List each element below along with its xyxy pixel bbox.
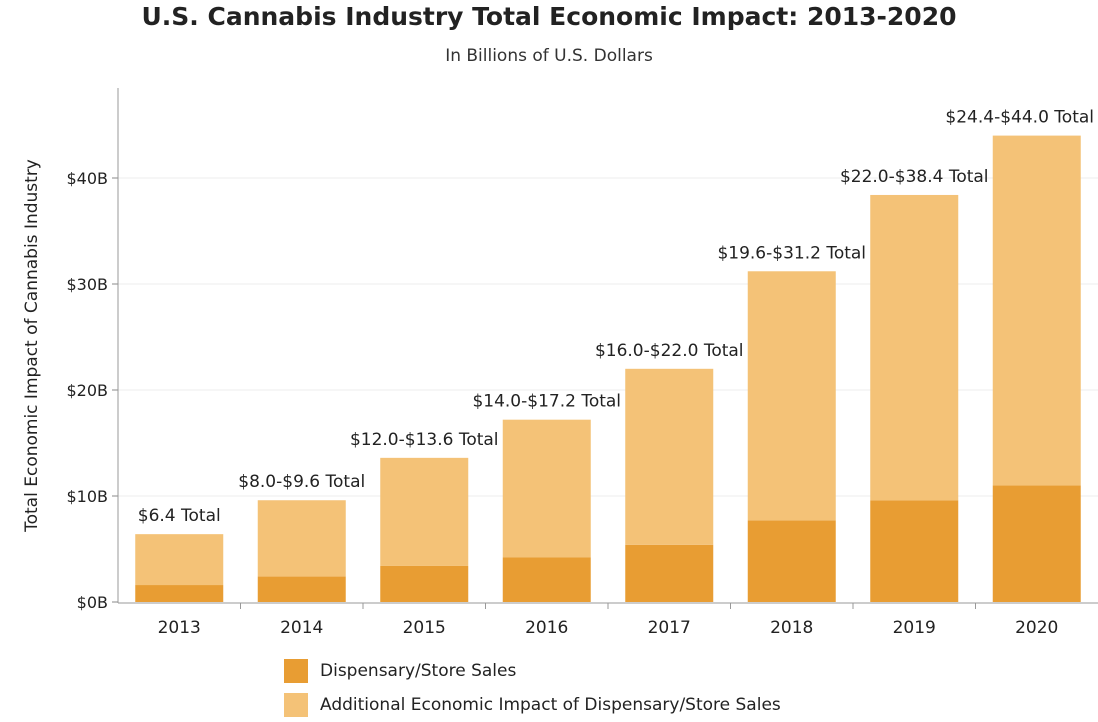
bar-additional-impact	[747, 271, 836, 521]
bar-dispensary-sales	[380, 565, 469, 602]
y-axis-title: Total Economic Impact of Cannabis Indust…	[22, 159, 42, 533]
legend-swatch-additional-impact	[284, 693, 308, 717]
bar-additional-impact	[380, 457, 469, 566]
x-tick-label: 2014	[280, 618, 323, 638]
bar-total-label: $24.4-$44.0 Total	[945, 108, 1094, 128]
bar-additional-impact	[502, 419, 591, 558]
chart-title: U.S. Cannabis Industry Total Economic Im…	[141, 2, 957, 31]
x-tick-label: 2017	[648, 618, 691, 638]
x-tick-label: 2018	[770, 618, 813, 638]
x-tick-label: 2019	[893, 618, 936, 638]
bar-total-label: $22.0-$38.4 Total	[840, 167, 989, 187]
bar-chart: $0B $10B $20B $30B $40B Total Economic Impact…	[22, 88, 1098, 638]
bar-additional-impact	[870, 194, 959, 501]
bar-additional-impact	[625, 368, 714, 545]
bar-dispensary-sales	[502, 557, 591, 602]
bar-total-label: $19.6-$31.2 Total	[717, 243, 866, 263]
y-tick-label: $20B	[66, 381, 108, 400]
bar-dispensary-sales	[992, 485, 1081, 602]
y-tick-label: $10B	[66, 487, 108, 506]
bar-total-label: $16.0-$22.0 Total	[595, 341, 744, 361]
data-labels: $6.4 Total $8.0-$9.6 Total $12.0-$13.6 Tot…	[138, 108, 1094, 527]
y-tick-label: $30B	[66, 275, 108, 294]
bar-additional-impact	[257, 500, 346, 577]
legend: Dispensary/Store Sales Additional Econom…	[284, 654, 781, 722]
bar-total-label: $14.0-$17.2 Total	[472, 392, 621, 412]
legend-item-additional-impact: Additional Economic Impact of Dispensary…	[284, 688, 781, 722]
bar-additional-impact	[992, 135, 1081, 486]
bar-dispensary-sales	[870, 500, 959, 602]
x-tick-label: 2020	[1015, 618, 1058, 638]
bar-additional-impact	[135, 534, 224, 586]
axes: $0B $10B $20B $30B $40B Total Economic Impact…	[22, 88, 1098, 638]
legend-label-dispensary-sales: Dispensary/Store Sales	[320, 661, 517, 681]
x-tick-label: 2016	[525, 618, 568, 638]
bar-dispensary-sales	[257, 576, 346, 602]
bar-total-label: $8.0-$9.6 Total	[238, 472, 365, 492]
bar-total-label: $12.0-$13.6 Total	[350, 430, 499, 450]
chart-subtitle: In Billions of U.S. Dollars	[445, 46, 653, 66]
bar-dispensary-sales	[747, 520, 836, 602]
legend-swatch-dispensary-sales	[284, 659, 308, 683]
y-tick-label: $0B	[77, 593, 108, 612]
x-tick-label: 2015	[403, 618, 446, 638]
bars	[135, 135, 1081, 602]
x-tick-label: 2013	[158, 618, 201, 638]
y-tick-label: $40B	[66, 169, 108, 188]
legend-label-additional-impact: Additional Economic Impact of Dispensary…	[320, 695, 781, 715]
legend-item-dispensary-sales: Dispensary/Store Sales	[284, 654, 781, 688]
bar-dispensary-sales	[135, 585, 224, 602]
bar-total-label: $6.4 Total	[138, 506, 221, 526]
bar-dispensary-sales	[625, 544, 714, 602]
